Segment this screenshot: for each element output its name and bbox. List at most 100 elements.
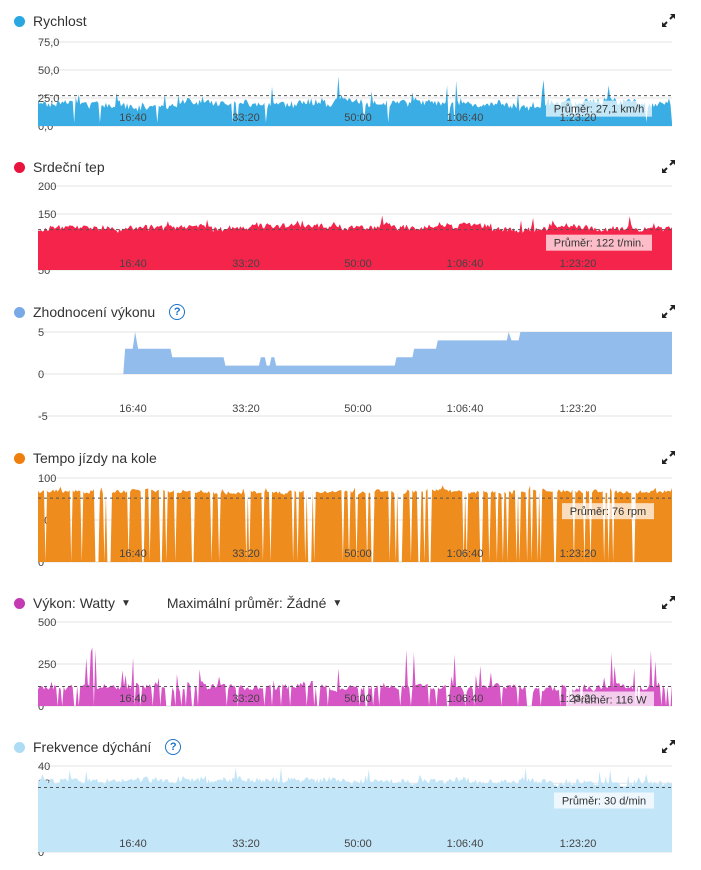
average-label-bg: [566, 691, 654, 708]
x-tick-label: 1:23:20: [560, 258, 597, 270]
x-tick-label: 1:23:20: [560, 693, 597, 705]
chart-panel-speed: Rychlost 75,0 50,0 25,0 0,0 Průměr: 27,1 km/…: [0, 10, 701, 133]
x-tick-label: 1:23:20: [560, 838, 597, 850]
x-tick-label: 1:06:40: [447, 258, 484, 270]
x-tick-label: 16:40: [119, 403, 147, 415]
legend-dot: [14, 452, 25, 464]
y-tick-label: 0: [38, 557, 44, 569]
expand-icon[interactable]: [662, 14, 675, 27]
y-tick-label: -5: [38, 411, 48, 423]
chart-panel-cadence: Tempo jízdy na kole 100500Průměr: 76 rpm…: [0, 447, 701, 569]
chart-title: Zhodnocení výkonu: [33, 304, 156, 320]
legend-dot: [14, 306, 25, 318]
average-label: Průměr: 30 d/min: [562, 796, 646, 808]
metric-selector[interactable]: Výkon: Watty ▼: [33, 595, 131, 611]
chart-title: Tempo jízdy na kole: [33, 450, 157, 466]
y-tick-label: 100: [38, 473, 56, 485]
chart-title: Srdeční tep: [33, 159, 105, 175]
chart-header: Výkon: Watty ▼ Maximální průměr: Žádné ▼: [14, 592, 342, 614]
dropdown-caret-icon: ▼: [332, 597, 343, 609]
x-tick-label: 33:20: [232, 403, 260, 415]
legend-dot: [14, 597, 25, 609]
chart-panel-power: Výkon: Watty ▼ Maximální průměr: Žádné ▼…: [0, 592, 701, 713]
x-tick-label: 33:20: [232, 112, 260, 124]
chart-header: Rychlost: [14, 10, 87, 32]
x-tick-label: 50:00: [344, 403, 372, 415]
x-tick-label: 16:40: [119, 258, 147, 270]
chart-plot: 500 250 0 Průměr: 116 W 16:40 33:20 50:00 1:06:…: [38, 617, 672, 713]
y-tick-label: 0: [38, 701, 44, 713]
chart-title: Frekvence dýchání: [33, 739, 152, 755]
x-tick-label: 33:20: [232, 258, 260, 270]
chart-plot: 20015010050Průměr: 122 t/min.16:4033:205…: [38, 181, 672, 277]
max-average-label: Maximální průměr: Žádné: [166, 595, 327, 611]
series-area: [38, 647, 672, 706]
average-label: Průměr: 27,1 km/h: [554, 104, 644, 116]
legend-dot: [14, 15, 25, 27]
chart-plot: 4032241680Průměr: 30 d/min16:4033:2050:0…: [38, 761, 672, 859]
legend-dot: [14, 161, 25, 173]
x-tick-label: 1:06:40: [447, 112, 484, 124]
x-tick-label: 16:40: [119, 838, 147, 850]
expand-icon[interactable]: [662, 160, 675, 173]
y-tick-label: 250: [38, 659, 56, 671]
legend-dot: [14, 741, 25, 753]
y-tick-label: 40: [38, 761, 50, 773]
x-tick-label: 16:40: [119, 112, 147, 124]
y-tick-label: 0: [38, 847, 44, 859]
x-tick-label: 33:20: [232, 838, 260, 850]
x-tick-label: 50:00: [344, 548, 372, 560]
x-tick-label: 16:40: [119, 693, 147, 705]
chart-plot: 5 0 -5 16:40 33:20 50:00 1:06:40 1:23:20: [38, 327, 672, 423]
series-area: [38, 767, 672, 852]
y-tick-label: 25,0: [38, 93, 59, 105]
average-label-bg: [554, 792, 654, 809]
chart-panel-respiration: Frekvence dýchání ? 4032241680Průměr: 30…: [0, 736, 701, 860]
x-tick-label: 50:00: [344, 112, 372, 124]
question-circle-icon[interactable]: ?: [169, 304, 186, 320]
x-tick-label: 1:06:40: [447, 838, 484, 850]
x-tick-label: 1:06:40: [447, 693, 484, 705]
expand-icon[interactable]: [662, 596, 675, 609]
dropdown-caret-icon: ▼: [120, 597, 131, 609]
series-area: [82, 332, 672, 374]
expand-icon[interactable]: [662, 740, 675, 753]
chart-panel-performance: Zhodnocení výkonu ? 5 0 -5 16:40 33:20 50:00 1…: [0, 301, 701, 423]
average-label: Průměr: 116 W: [573, 695, 647, 707]
expand-icon[interactable]: [662, 305, 675, 318]
x-tick-label: 33:20: [232, 693, 260, 705]
y-tick-label: 500: [38, 617, 56, 629]
x-tick-label: 50:00: [344, 258, 372, 270]
series-area: [38, 76, 672, 126]
chart-header: Srdeční tep: [14, 156, 105, 178]
x-tick-label: 1:06:40: [447, 548, 484, 560]
average-label: Průměr: 76 rpm: [570, 506, 646, 518]
y-tick-label: 50,0: [38, 65, 59, 77]
x-tick-label: 50:00: [344, 838, 372, 850]
metric-selector-label: Výkon: Watty: [33, 595, 115, 611]
x-tick-label: 33:20: [232, 548, 260, 560]
x-tick-label: 16:40: [119, 548, 147, 560]
x-tick-label: 50:00: [344, 693, 372, 705]
question-circle-icon[interactable]: ?: [165, 739, 182, 755]
chart-panel-heart-rate: Srdeční tep 20015010050Průměr: 122 t/min…: [0, 156, 701, 277]
chart-plot: 100500Průměr: 76 rpm16:4033:2050:001:06:…: [38, 473, 672, 569]
chart-title: Rychlost: [33, 13, 87, 29]
chart-header: Tempo jízdy na kole: [14, 447, 157, 469]
y-tick-label: 0: [38, 369, 44, 381]
x-tick-label: 1:23:20: [560, 403, 597, 415]
y-tick-label: 75,0: [38, 37, 59, 49]
y-tick-label: 200: [38, 181, 56, 193]
expand-icon[interactable]: [662, 451, 675, 464]
x-tick-label: 1:06:40: [447, 403, 484, 415]
average-label-bg: [562, 503, 654, 520]
chart-header: Frekvence dýchání ?: [14, 736, 182, 758]
average-label: Průměr: 122 t/min.: [554, 238, 644, 250]
max-average-selector[interactable]: Maximální průměr: Žádné ▼: [167, 595, 342, 611]
y-tick-label: 5: [38, 327, 44, 339]
average-label-bg: [546, 234, 652, 251]
x-tick-label: 1:23:20: [560, 112, 597, 124]
y-tick-label: 150: [38, 209, 56, 221]
average-label-bg: [546, 100, 652, 117]
